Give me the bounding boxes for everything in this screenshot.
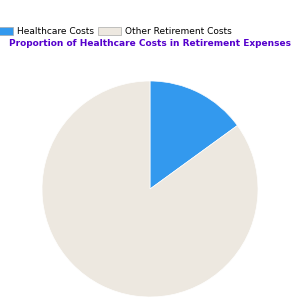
- Title: Proportion of Healthcare Costs in Retirement Expenses: Proportion of Healthcare Costs in Retire…: [9, 39, 291, 48]
- Wedge shape: [42, 81, 258, 297]
- Wedge shape: [150, 81, 237, 189]
- Legend: Healthcare Costs, Other Retirement Costs: Healthcare Costs, Other Retirement Costs: [0, 23, 235, 40]
